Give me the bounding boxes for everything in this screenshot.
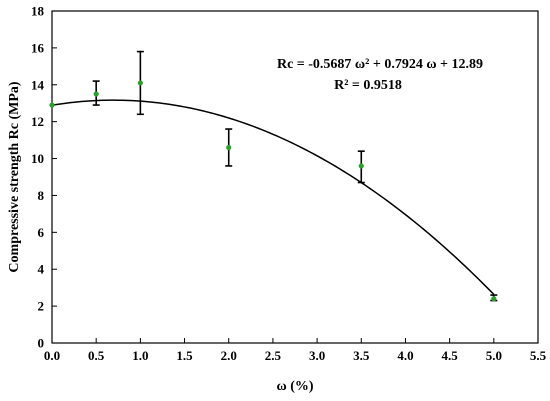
y-tick-label: 6 xyxy=(38,225,45,240)
y-tick-label: 10 xyxy=(31,151,44,166)
x-tick-label: 3.5 xyxy=(353,348,370,363)
y-tick-label: 4 xyxy=(38,262,45,277)
fit-equation: Rc = -0.5687 ω² + 0.7924 ω + 12.89 xyxy=(277,57,483,72)
y-axis-ticks: 0 2 4 6 8 10 12 14 16 18 xyxy=(31,4,57,351)
x-tick-label: 3.0 xyxy=(309,348,325,363)
y-tick-label: 16 xyxy=(31,40,45,55)
x-tick-label: 0.5 xyxy=(88,348,105,363)
x-axis-label: ω (%) xyxy=(276,379,313,394)
y-tick-label: 0 xyxy=(38,336,45,351)
y-tick-label: 18 xyxy=(31,4,45,19)
x-tick-label: 5.5 xyxy=(530,348,547,363)
y-tick-label: 8 xyxy=(38,188,45,203)
y-tick-label: 14 xyxy=(31,77,45,92)
data-point xyxy=(491,296,497,302)
x-tick-label: 0.0 xyxy=(44,348,60,363)
y-axis-label: Compressive strength Rc (MPa) xyxy=(7,81,22,273)
data-point xyxy=(226,144,232,151)
plot-frame xyxy=(51,10,539,344)
x-tick-label: 1.5 xyxy=(176,348,193,363)
fit-curve xyxy=(51,99,495,295)
x-tick-label: 4.5 xyxy=(442,348,459,363)
data-point xyxy=(93,91,99,97)
data-point xyxy=(358,163,364,169)
data-points xyxy=(49,80,497,302)
error-bars xyxy=(92,50,498,302)
x-tick-label: 5.0 xyxy=(486,348,502,363)
data-point xyxy=(49,102,55,108)
y-tick-label: 12 xyxy=(31,114,44,129)
x-axis-ticks: 0.0 0.5 1.0 1.5 2.0 2.5 3.0 3.5 4.0 4.5 5.0 5.5 xyxy=(44,338,547,363)
x-tick-label: 1.0 xyxy=(132,348,148,363)
x-tick-label: 2.5 xyxy=(265,348,282,363)
x-tick-label: 4.0 xyxy=(397,348,413,363)
x-tick-label: 2.0 xyxy=(221,348,237,363)
y-tick-label: 2 xyxy=(38,299,45,314)
fit-r-squared: R² = 0.9518 xyxy=(334,78,402,93)
plot-area xyxy=(51,10,539,344)
data-point xyxy=(137,80,143,86)
